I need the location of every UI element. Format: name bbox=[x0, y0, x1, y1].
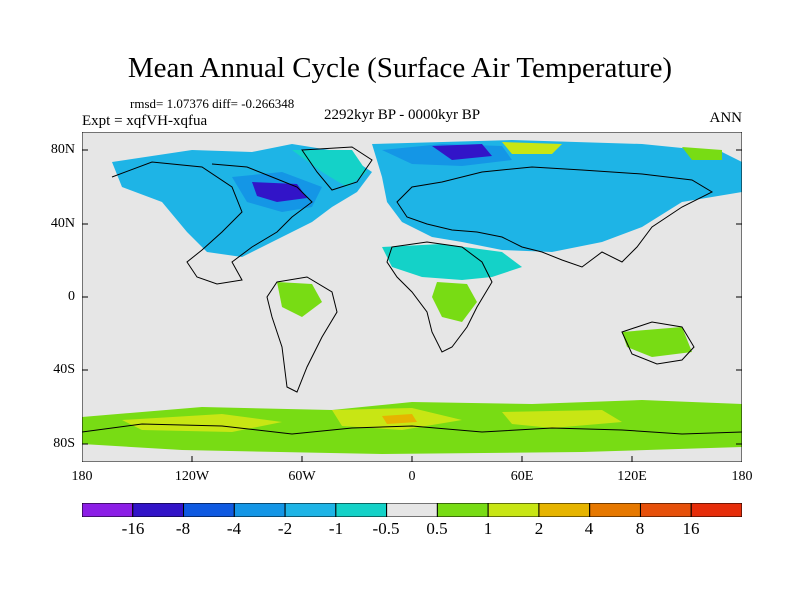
lon-label: 60W bbox=[288, 469, 316, 484]
colorbar-swatch bbox=[690, 503, 742, 517]
colorbar-swatch bbox=[335, 503, 388, 517]
field-africa-warm bbox=[432, 282, 477, 322]
colorbar-label: -4 bbox=[226, 519, 242, 538]
colorbar-label: -1 bbox=[328, 519, 344, 538]
stats-text: rmsd= 1.07376 diff= -0.266348 bbox=[130, 96, 295, 111]
coast-eurasia bbox=[396, 166, 714, 268]
colorbar-label: -0.5 bbox=[372, 519, 400, 538]
colorbar-swatch bbox=[487, 503, 540, 517]
field-antarctic-hot-spot bbox=[382, 414, 417, 424]
map-title: Mean Annual Cycle (Surface Air Temperatu… bbox=[127, 52, 673, 84]
coast-antarctica bbox=[82, 423, 742, 435]
lat-label: 0 bbox=[68, 289, 75, 304]
lat-label: 40N bbox=[50, 216, 75, 231]
anomaly-map bbox=[82, 132, 742, 462]
experiment-label: Expt = xqfVH-xqfua bbox=[82, 113, 208, 129]
lon-label: 180 bbox=[731, 469, 753, 484]
colorbar-label: 1 bbox=[483, 519, 493, 538]
coast-north-america bbox=[111, 161, 313, 285]
field-greenland bbox=[292, 150, 367, 187]
colorbar-swatch bbox=[233, 503, 286, 517]
field-australia-warm bbox=[622, 327, 692, 357]
colorbar-swatch bbox=[639, 503, 692, 517]
lon-label: 180 bbox=[71, 469, 93, 484]
field-arctic-strong-cool bbox=[432, 144, 492, 160]
lon-label: 120E bbox=[617, 469, 647, 484]
colorbar-swatch bbox=[436, 503, 489, 517]
field-siberia-warm bbox=[682, 147, 722, 160]
colorbar bbox=[82, 503, 742, 517]
field-antarctic-warm-3 bbox=[502, 410, 622, 428]
coast-africa bbox=[386, 241, 493, 353]
field-canada-strong-cool bbox=[252, 182, 307, 202]
colorbar-label: 16 bbox=[682, 519, 700, 538]
lat-label: 80N bbox=[50, 142, 75, 157]
colorbar-swatch bbox=[183, 503, 235, 517]
lat-label: 40S bbox=[53, 362, 75, 377]
season-label: ANN bbox=[709, 110, 743, 126]
field-eurasia-cool bbox=[372, 140, 742, 252]
colorbar-label: 8 bbox=[635, 519, 645, 538]
colorbar-swatch bbox=[284, 503, 337, 517]
colorbar-swatch bbox=[386, 503, 438, 517]
lat-label: 80S bbox=[53, 436, 75, 451]
lon-label: 60E bbox=[510, 469, 534, 484]
anomaly-fields bbox=[82, 140, 742, 454]
coast-greenland bbox=[301, 146, 373, 191]
coast-south-america bbox=[266, 276, 338, 393]
field-south-america-warm bbox=[277, 282, 322, 317]
lon-label: 120W bbox=[174, 469, 210, 484]
colorbar-swatch bbox=[82, 503, 134, 517]
colorbar-label: 4 bbox=[584, 519, 594, 538]
colorbar-label: -8 bbox=[175, 519, 191, 538]
colorbar-label: 0.5 bbox=[426, 519, 448, 538]
map-ticks bbox=[82, 149, 742, 462]
period-label: 2292kyr BP - 0000kyr BP bbox=[324, 107, 481, 123]
coast-australia bbox=[621, 321, 695, 365]
colorbar-label: 2 bbox=[534, 519, 544, 538]
colorbar-label: -16 bbox=[121, 519, 145, 538]
field-arctic-warm bbox=[502, 142, 562, 154]
lon-label: 0 bbox=[408, 469, 416, 484]
coastlines bbox=[82, 146, 742, 435]
colorbar-swatch bbox=[589, 503, 641, 517]
field-antarctic-warm-1 bbox=[122, 414, 282, 432]
colorbar-swatch bbox=[538, 503, 591, 517]
colorbar-label: -2 bbox=[277, 519, 293, 538]
field-north-america-cool bbox=[112, 144, 372, 257]
colorbar-swatch bbox=[132, 503, 185, 517]
